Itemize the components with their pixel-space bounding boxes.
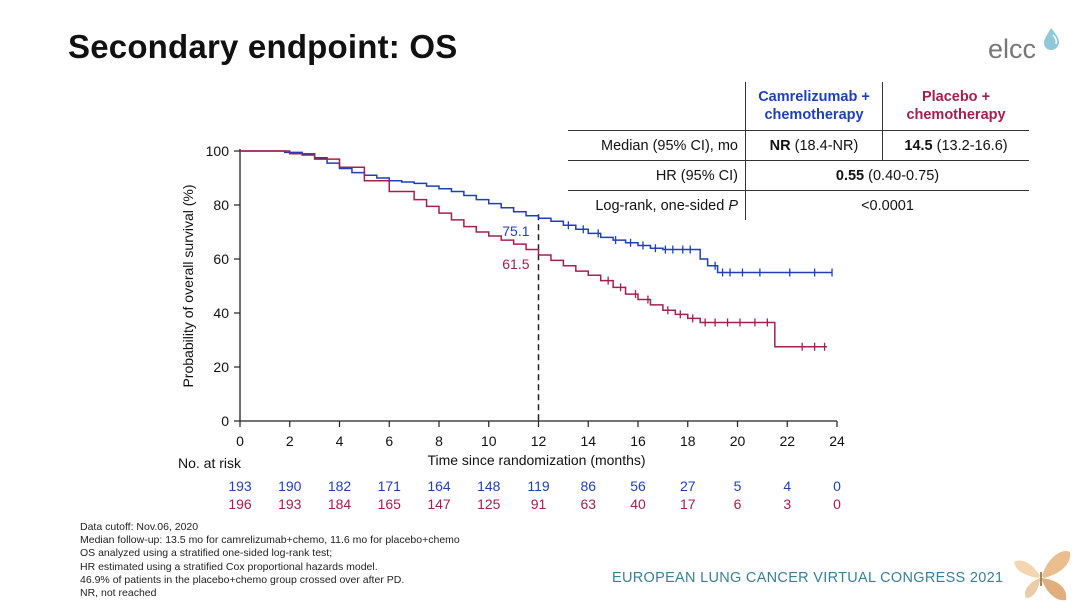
x-tick-label: 6: [385, 433, 393, 449]
hr-value-cell: 0.55 (0.40-0.75): [745, 160, 1029, 191]
logrank-value: <0.0001: [745, 190, 1029, 220]
footnotes: Data cutoff: Nov.06, 2020 Median follow-…: [80, 521, 460, 600]
x-tick-label: 10: [481, 433, 497, 449]
x-tick-label: 18: [680, 433, 696, 449]
hr-label: HR (95% CI): [568, 160, 746, 191]
y-tick-label: 60: [213, 251, 229, 267]
x-tick-label: 8: [435, 433, 443, 449]
x-tick-label: 0: [236, 433, 244, 449]
risk-count-camre: 0: [833, 478, 841, 494]
congress-name: EUROPEAN LUNG CANCER VIRTUAL CONGRESS 20…: [612, 570, 1004, 586]
risk-count-camre: 148: [477, 478, 501, 494]
logrank-label: Log-rank, one-sided P: [568, 190, 746, 220]
risk-count-placebo: 91: [531, 496, 547, 512]
hr-ci: (0.40-0.75): [864, 167, 940, 184]
x-tick-label: 4: [336, 433, 344, 449]
risk-count-placebo: 147: [427, 496, 451, 512]
risk-count-camre: 193: [228, 478, 252, 494]
risk-count-placebo: 63: [580, 496, 596, 512]
y-axis-label: Probability of overall survival (%): [180, 184, 196, 387]
risk-count-placebo: 193: [278, 496, 302, 512]
logrank-label-text: Log-rank, one-sided: [595, 197, 729, 214]
chart-curves: [240, 150, 833, 351]
hr-value: 0.55: [835, 167, 865, 184]
risk-count-camre: 190: [278, 478, 302, 494]
x-tick-label: 22: [779, 433, 795, 449]
footnote-line: Data cutoff: Nov.06, 2020: [80, 521, 199, 533]
footnote-line: Median follow-up: 13.5 mo for camrelizum…: [80, 534, 460, 547]
y-tick-label: 20: [213, 359, 229, 375]
annotation-label: 75.1: [502, 223, 529, 239]
median-camre-value: NR: [769, 137, 791, 154]
y-tick-label: 100: [206, 143, 230, 159]
droplet-icon: [1044, 28, 1059, 50]
elcc-logo: elcc: [988, 26, 1068, 72]
median-placebo-ci: (13.2-16.6): [932, 137, 1008, 154]
footnote-line: NR, not reached: [80, 587, 157, 600]
page-title: Secondary endpoint: OS: [68, 28, 458, 65]
risk-count-camre: 171: [378, 478, 402, 494]
x-tick-label: 16: [630, 433, 646, 449]
risk-table-label: No. at risk: [178, 455, 242, 471]
x-tick-label: 24: [829, 433, 845, 449]
stats-median-row: Median (95% CI), mo NR (18.4-NR) 14.5 (1…: [568, 130, 1029, 161]
x-tick-label: 14: [580, 433, 596, 449]
risk-count-camre: 182: [328, 478, 352, 494]
chart-labels: 75.1 61.5: [502, 223, 529, 272]
risk-count-camre: 27: [680, 478, 696, 494]
median-placebo-value: 14.5: [904, 137, 933, 154]
risk-count-placebo: 40: [630, 496, 646, 512]
risk-count-placebo: 6: [734, 496, 742, 512]
risk-count-camre: 56: [630, 478, 646, 494]
annotation-label: 61.5: [502, 256, 529, 272]
median-camre-ci: (18.4-NR): [790, 137, 859, 154]
risk-count-placebo: 125: [477, 496, 501, 512]
stats-header-row: Camrelizumab + chemotherapy Placebo + ch…: [568, 82, 1029, 131]
stats-hr-row: HR (95% CI) 0.55 (0.40-0.75): [568, 160, 1029, 191]
survival-curve-1: [240, 150, 828, 348]
risk-count-placebo: 3: [783, 496, 791, 512]
x-tick-label: 12: [531, 433, 547, 449]
logo-text: elcc: [988, 34, 1037, 64]
median-camre: NR (18.4-NR): [745, 130, 883, 161]
risk-count-camre: 119: [527, 478, 550, 494]
risk-count-placebo: 184: [328, 496, 352, 512]
risk-count-placebo: 0: [833, 496, 841, 512]
y-tick-label: 0: [221, 413, 229, 429]
stats-table: Camrelizumab + chemotherapy Placebo + ch…: [568, 82, 1029, 220]
header-camrelizumab: Camrelizumab + chemotherapy: [745, 82, 883, 131]
survival-curve-0: [240, 150, 833, 274]
median-placebo: 14.5 (13.2-16.6): [882, 130, 1029, 161]
median-label: Median (95% CI), mo: [568, 130, 746, 161]
risk-count-camre: 5: [734, 478, 742, 494]
risk-count-placebo: 196: [228, 496, 252, 512]
butterfly-icon: [1014, 551, 1071, 601]
risk-count-camre: 86: [580, 478, 596, 494]
risk-table: No. at risk 193 196 190 193 182 184 171 165 164 14…: [178, 455, 841, 512]
footnote-line: 46.9% of patients in the placebo+chemo g…: [80, 573, 405, 586]
footnote-line: HR estimated using a stratified Cox prop…: [80, 560, 378, 573]
stats-logrank-row: Log-rank, one-sided P <0.0001: [568, 190, 1029, 220]
risk-count-camre: 164: [427, 478, 451, 494]
footnote-line: OS analyzed using a stratified one-sided…: [80, 547, 333, 560]
header-placebo: Placebo + chemotherapy: [882, 82, 1029, 131]
risk-count-placebo: 17: [680, 496, 696, 512]
y-tick-label: 40: [213, 305, 229, 321]
risk-count-camre: 4: [783, 478, 791, 494]
x-tick-label: 20: [730, 433, 746, 449]
logrank-p: P: [728, 197, 738, 214]
risk-count-placebo: 165: [378, 496, 402, 512]
y-tick-label: 80: [213, 197, 229, 213]
x-tick-label: 2: [286, 433, 294, 449]
x-axis-label: Time since randomization (months): [427, 452, 645, 468]
